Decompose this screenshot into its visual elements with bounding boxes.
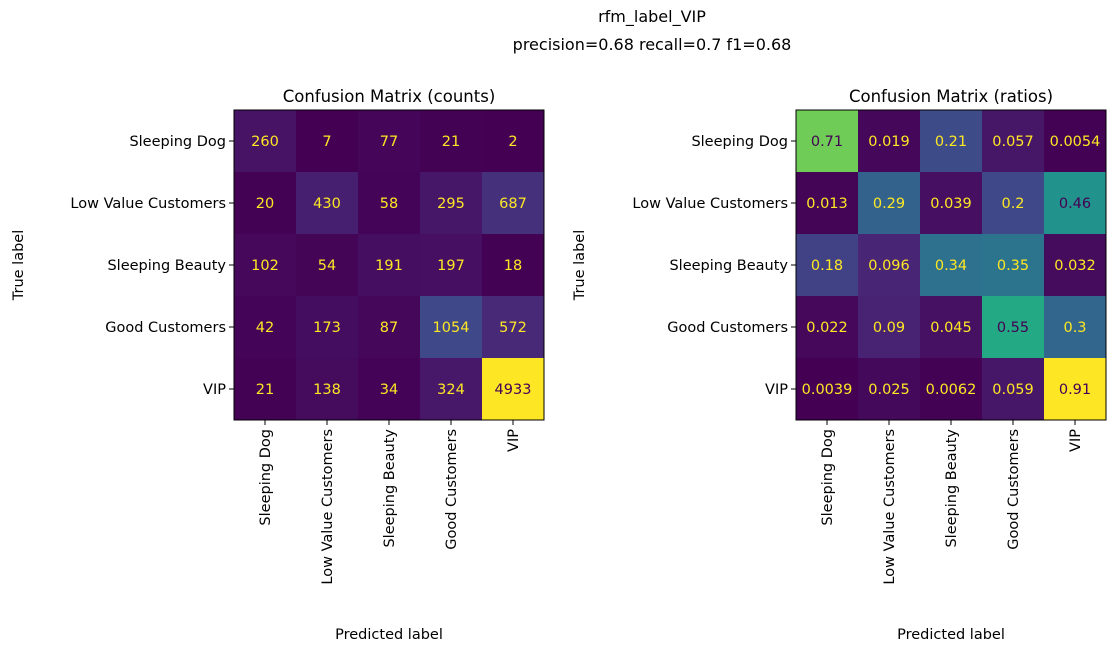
- ratios-cell-label-r3-c1: 0.09: [873, 320, 905, 336]
- ratios-cell-label-r4-c4: 0.91: [1059, 382, 1091, 398]
- counts-cell-label-r3-c2: 87: [380, 320, 398, 336]
- ratios-cell-label-r3-c3: 0.55: [997, 320, 1029, 336]
- ratios-ytick-sleeping-beauty: Sleeping Beauty: [669, 258, 788, 274]
- counts-cell-label-r2-c4: 18: [504, 258, 522, 274]
- ratios-cell-label-r1-c0: 0.013: [806, 196, 848, 212]
- counts-matrix-panel: Confusion Matrix (counts)260 7 77 21 220 430 5…: [11, 87, 544, 643]
- counts-cell-label-r0-c1: 7: [322, 134, 331, 150]
- ratios-cell-label-r0-c1: 0.019: [868, 134, 910, 150]
- ratios-xtick-sleeping-beauty: Sleeping Beauty: [944, 429, 960, 548]
- suptitle-line-1: rfm_label_VIP: [598, 7, 706, 27]
- ratios-cell-label-r4-c2: 0.0062: [926, 382, 977, 398]
- counts-cell-label-r4-c4: 4933: [495, 382, 532, 398]
- ratios-cell-label-r2-c4: 0.032: [1054, 258, 1096, 274]
- ratios-cell-label-r2-c2: 0.34: [935, 258, 967, 274]
- counts-cell-label-r3-c0: 42: [256, 320, 274, 336]
- counts-xlabel: Predicted label: [335, 627, 443, 643]
- counts-cell-label-r1-c3: 295: [437, 196, 465, 212]
- counts-cell-label-r3-c1: 173: [313, 320, 341, 336]
- ratios-cell-label-r1-c1: 0.29: [873, 196, 905, 212]
- ratios-cell-label-r1-c3: 0.2: [1001, 196, 1024, 212]
- ratios-cell-label-r4-c0: 0.0039: [802, 382, 853, 398]
- ratios-cell-label-r4-c3: 0.059: [992, 382, 1034, 398]
- counts-cell-label-r1-c1: 430: [313, 196, 341, 212]
- counts-cell-label-r2-c2: 191: [375, 258, 403, 274]
- ratios-cell-label-r3-c2: 0.045: [930, 320, 972, 336]
- counts-ytick-vip: VIP: [203, 382, 226, 398]
- ratios-matrix-panel: Confusion Matrix (ratios) 0.71 0.019 0.21 0.…: [572, 87, 1106, 643]
- ratios-cell-label-r2-c1: 0.096: [868, 258, 910, 274]
- ratios-xtick-low-value-customers: Low Value Customers: [882, 429, 898, 585]
- counts-cell-label-r0-c4: 2: [508, 134, 517, 150]
- counts-ytick-good-customers: Good Customers: [105, 320, 226, 336]
- counts-cell-label-r1-c4: 687: [499, 196, 527, 212]
- counts-cell-label-r3-c3: 1054: [433, 320, 470, 336]
- ratios-cell-label-r1-c2: 0.039: [930, 196, 972, 212]
- ratios-cell-label-r2-c0: 0.18: [811, 258, 843, 274]
- ratios-cell-label-r0-c3: 0.057: [992, 134, 1034, 150]
- ratios-xtick-vip: VIP: [1068, 429, 1084, 452]
- counts-xtick-sleeping-dog: Sleeping Dog: [258, 429, 274, 526]
- counts-xtick-good-customers: Good Customers: [444, 429, 460, 550]
- counts-ytick-low-value-customers: Low Value Customers: [70, 196, 226, 212]
- ratios-cell-label-r0-c2: 0.21: [935, 134, 967, 150]
- ratios-ytick-good-customers: Good Customers: [667, 320, 788, 336]
- ratios-cell-label-r4-c1: 0.025: [868, 382, 910, 398]
- counts-title: Confusion Matrix (counts): [283, 87, 496, 106]
- ratios-cell-label-r0-c4: 0.0054: [1050, 134, 1101, 150]
- ratios-xtick-sleeping-dog: Sleeping Dog: [820, 429, 836, 526]
- ratios-title: Confusion Matrix (ratios): [849, 87, 1053, 106]
- suptitle-line-2: precision=0.68 recall=0.7 f1=0.68: [513, 35, 792, 54]
- counts-cell-label-r0-c2: 77: [380, 134, 398, 150]
- counts-cell-label-r2-c0: 102: [251, 258, 279, 274]
- counts-cell-label-r4-c1: 138: [313, 382, 341, 398]
- counts-xtick-low-value-customers: Low Value Customers: [320, 429, 336, 585]
- ratios-cell-label-r3-c4: 0.3: [1063, 320, 1086, 336]
- counts-ytick-sleeping-dog: Sleeping Dog: [129, 134, 226, 150]
- counts-ylabel: True label: [11, 230, 27, 301]
- counts-xtick-sleeping-beauty: Sleeping Beauty: [382, 429, 398, 548]
- ratios-ytick-low-value-customers: Low Value Customers: [632, 196, 788, 212]
- counts-cell-label-r0-c3: 21: [442, 134, 460, 150]
- ratios-xlabel: Predicted label: [897, 627, 1005, 643]
- ratios-cell-label-r3-c0: 0.022: [806, 320, 848, 336]
- ratios-xtick-good-customers: Good Customers: [1006, 429, 1022, 550]
- ratios-ylabel: True label: [572, 230, 588, 301]
- counts-cell-label-r4-c2: 34: [380, 382, 398, 398]
- counts-cell-label-r1-c0: 20: [256, 196, 274, 212]
- counts-cell-label-r2-c3: 197: [437, 258, 465, 274]
- counts-xtick-vip: VIP: [506, 429, 522, 452]
- counts-cell-label-r0-c0: 260: [251, 134, 279, 150]
- ratios-cell-label-r1-c4: 0.46: [1059, 196, 1091, 212]
- counts-cell-label-r4-c0: 21: [256, 382, 274, 398]
- counts-cell-label-r4-c3: 324: [437, 382, 465, 398]
- ratios-ytick-vip: VIP: [765, 382, 788, 398]
- counts-cell-label-r1-c2: 58: [380, 196, 398, 212]
- counts-cell-label-r3-c4: 572: [499, 320, 527, 336]
- ratios-cell-label-r2-c3: 0.35: [997, 258, 1029, 274]
- ratios-cell-label-r0-c0: 0.71: [811, 134, 843, 150]
- counts-cell-label-r2-c1: 54: [318, 258, 336, 274]
- ratios-ytick-sleeping-dog: Sleeping Dog: [691, 134, 788, 150]
- counts-ytick-sleeping-beauty: Sleeping Beauty: [107, 258, 226, 274]
